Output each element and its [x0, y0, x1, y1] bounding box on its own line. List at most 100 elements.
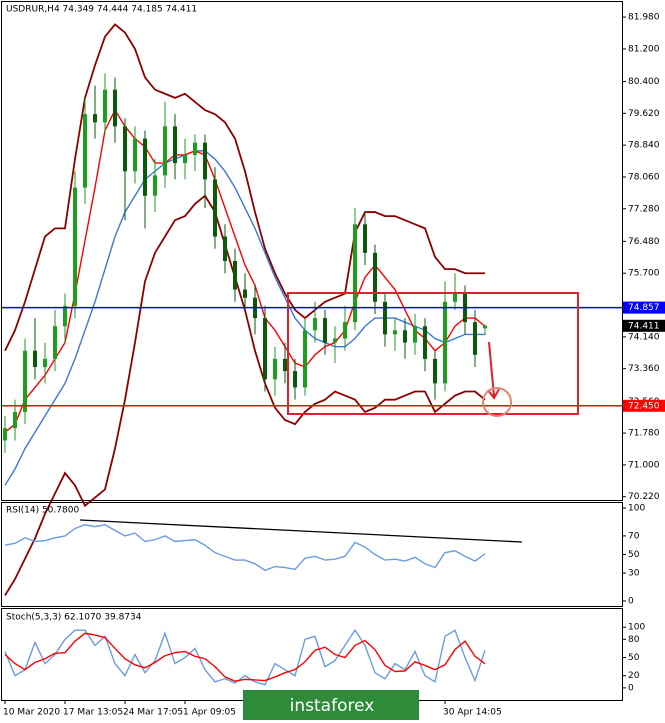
- trend-line: [79, 519, 523, 543]
- candle-body: [13, 411, 17, 429]
- candle-body: [353, 224, 357, 323]
- candle-body: [163, 126, 167, 176]
- watermark: instaforex: [290, 696, 375, 716]
- candle-body: [203, 142, 207, 180]
- candle-body: [423, 326, 427, 359]
- candle-body: [313, 318, 317, 331]
- candle-body: [293, 371, 297, 388]
- main-title: USDRUR,H4 74.349 74.444 74.185 74.411: [6, 5, 197, 15]
- level-label-box: [623, 399, 665, 412]
- y-tick-label: 81.200: [628, 44, 660, 54]
- candle-body: [243, 289, 247, 298]
- candle-body: [343, 322, 347, 339]
- candle-body: [153, 175, 157, 196]
- candle-body: [133, 138, 137, 172]
- y-tick-label: 74.140: [628, 332, 660, 342]
- candle-body: [213, 179, 217, 237]
- y-tick-label: 80: [628, 635, 640, 645]
- price-label-box: [623, 319, 665, 332]
- line: [4, 524, 486, 572]
- y-tick-label: 70.220: [628, 492, 660, 502]
- candle-body: [223, 236, 227, 261]
- y-tick-label: 0: [628, 683, 634, 693]
- candle-body: [3, 428, 7, 441]
- candle-body: [473, 322, 477, 355]
- candle-body: [283, 358, 287, 372]
- main-panel: [1, 1, 623, 501]
- y-tick-label: 20: [628, 671, 640, 681]
- y-tick-label: 80.400: [628, 77, 660, 87]
- candle-body: [83, 114, 87, 188]
- candle-body: [33, 350, 37, 368]
- candle-body: [363, 224, 367, 253]
- level-label-box: [623, 301, 665, 314]
- y-tick-label: 71.780: [628, 429, 660, 439]
- candle-body: [303, 330, 307, 388]
- arrow-shaft: [488, 341, 495, 397]
- price-label: 74.411: [628, 321, 660, 331]
- candle-body: [383, 301, 387, 335]
- candle-body: [193, 142, 197, 155]
- y-tick-label: 100: [628, 504, 645, 514]
- line: [4, 632, 486, 682]
- x-tick-label: 30 Apr 14:05: [443, 708, 502, 718]
- x-tick-label: 10 Mar 2020: [3, 708, 60, 718]
- y-tick-label: 79.620: [628, 109, 660, 119]
- y-tick-label: 30: [628, 569, 640, 579]
- y-tick-label: 77.280: [628, 204, 660, 214]
- y-tick-label: 73.360: [628, 364, 660, 374]
- candle-body: [63, 305, 67, 327]
- candle-body: [73, 187, 77, 306]
- y-tick-label: 76.480: [628, 237, 660, 247]
- y-tick-label: 50: [628, 550, 640, 560]
- x-tick-label: 1 Apr 09:05: [183, 708, 236, 718]
- candle-body: [113, 89, 117, 127]
- arrow-head: [487, 388, 500, 400]
- level-label: 72.450: [628, 401, 660, 411]
- candle-body: [123, 126, 127, 172]
- level-label: 74.857: [628, 303, 660, 313]
- y-tick-label: 81.980: [628, 13, 660, 23]
- y-tick-label: 100: [628, 623, 645, 633]
- annotation-circle: [482, 387, 512, 417]
- candle-body: [233, 260, 237, 290]
- watermark-box: [243, 690, 419, 720]
- annotation-rectangle: [287, 292, 579, 415]
- candle-body: [23, 350, 27, 412]
- y-tick-label: 75.700: [628, 269, 660, 279]
- candle-body: [183, 154, 187, 164]
- candle-body: [333, 338, 337, 343]
- candle-body: [173, 126, 177, 164]
- candle-body: [323, 318, 327, 343]
- candle-body: [143, 138, 147, 196]
- x-tick-label: 17 Mar 13:05: [63, 708, 123, 718]
- candle-body: [103, 89, 107, 123]
- candle-body: [263, 318, 267, 380]
- candle-body: [373, 252, 377, 302]
- candle-body: [433, 358, 437, 384]
- candle-body: [93, 114, 97, 123]
- x-tick-label: 24 Mar 17:05: [123, 708, 183, 718]
- candle-body: [393, 330, 397, 335]
- candle-body: [413, 326, 417, 343]
- candle-body: [43, 358, 47, 368]
- y-tick-label: 78.840: [628, 141, 660, 151]
- y-tick-label: 70: [628, 531, 640, 541]
- candle-body: [443, 301, 447, 384]
- plot: 81.980 81.200 80.400 79.620 78.840 78.060 77.2…: [2, 13, 665, 718]
- candle-body: [273, 358, 277, 380]
- y-tick-label: 0: [628, 596, 634, 606]
- stoch-title: Stoch(5,3,3) 62.1070 39.8734: [6, 613, 142, 623]
- y-tick-label: 78.060: [628, 172, 660, 182]
- line: [4, 108, 486, 433]
- candle-body: [453, 293, 457, 302]
- y-tick-label: 50: [628, 653, 640, 663]
- rsi-title: RSI(14) 50.7800: [6, 506, 79, 516]
- candle-body: [403, 330, 407, 343]
- line: [4, 628, 486, 686]
- y-tick-label: 71.000: [628, 460, 660, 470]
- candle-body: [483, 325, 487, 329]
- candle-body: [53, 326, 57, 359]
